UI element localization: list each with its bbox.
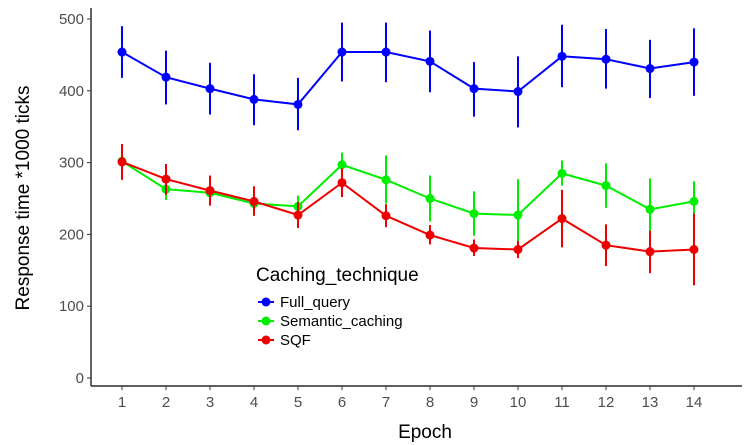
legend-title: Caching_technique (256, 265, 419, 286)
series-line (121, 160, 695, 217)
data-point (689, 57, 699, 67)
data-point (557, 51, 567, 61)
x-tick-label: 9 (470, 394, 478, 411)
legend-item: Semantic_caching (258, 313, 403, 330)
data-point (601, 54, 611, 64)
data-point (645, 204, 655, 214)
data-point (689, 196, 699, 206)
data-point (337, 47, 347, 57)
series-layer (117, 22, 699, 286)
x-tick-label: 10 (510, 394, 527, 411)
data-point (381, 211, 391, 221)
data-point (425, 230, 435, 240)
y-tick-label: 300 (59, 155, 84, 172)
x-tick-label: 3 (206, 394, 214, 411)
legend-swatch-marker (261, 316, 271, 326)
data-point (249, 94, 259, 104)
legend-label: SQF (280, 332, 311, 349)
data-point (381, 175, 391, 185)
x-tick-label: 6 (338, 394, 346, 411)
data-point (293, 210, 303, 220)
y-tick-label: 200 (59, 226, 84, 243)
data-point (337, 178, 347, 188)
data-point (205, 84, 215, 94)
data-point (601, 240, 611, 250)
legend-item: SQF (258, 332, 311, 349)
data-point (425, 194, 435, 203)
x-tick-label: 1 (118, 394, 126, 411)
data-point (117, 157, 127, 167)
series-full-query (117, 22, 699, 131)
y-tick-label: 400 (59, 83, 84, 100)
data-point (557, 168, 567, 178)
data-point (689, 244, 699, 254)
legend-label: Full_query (280, 294, 351, 311)
x-axis-title: Epoch (398, 422, 452, 443)
x-tick-label: 13 (642, 394, 659, 411)
data-point (469, 84, 479, 94)
x-tick-label: 7 (382, 394, 390, 411)
series-sqf (117, 143, 699, 286)
data-point (513, 244, 523, 254)
data-point (557, 214, 567, 224)
data-point (645, 64, 655, 74)
legend-items: Full_query Semantic_caching SQF (258, 294, 403, 349)
x-tick-label: 2 (162, 394, 170, 411)
legend-swatch-marker (261, 335, 271, 345)
x-tick-label: 8 (426, 394, 434, 411)
series-line (121, 51, 695, 106)
data-point (469, 243, 479, 253)
data-point (205, 186, 215, 196)
x-tick-label: 12 (598, 394, 615, 411)
data-point (601, 181, 611, 191)
legend: Caching_technique Full_query Semantic_cac… (256, 265, 419, 349)
legend-label: Semantic_caching (280, 313, 403, 330)
y-tick-label: 100 (59, 298, 84, 315)
series-semantic-caching (117, 151, 699, 251)
x-tick-label: 14 (686, 394, 703, 411)
data-point (469, 209, 479, 219)
x-tick-label: 4 (250, 394, 258, 411)
y-tick-label: 500 (59, 11, 84, 28)
data-point (645, 247, 655, 257)
x-tick-label: 11 (554, 394, 570, 411)
data-point (513, 210, 523, 220)
series-line (121, 160, 695, 253)
data-point (337, 160, 347, 170)
data-point (161, 174, 171, 184)
y-axis-title: Response time *1000 ticks (13, 86, 34, 311)
data-point (381, 47, 391, 57)
data-point (249, 196, 259, 206)
data-point (161, 72, 171, 82)
data-point (293, 99, 303, 109)
x-tick-label: 5 (294, 394, 302, 411)
data-point (117, 47, 127, 57)
y-tick-label: 0 (76, 370, 84, 387)
data-point (513, 87, 523, 97)
legend-item: Full_query (258, 294, 351, 311)
data-point (425, 56, 435, 66)
legend-swatch-marker (261, 297, 271, 307)
